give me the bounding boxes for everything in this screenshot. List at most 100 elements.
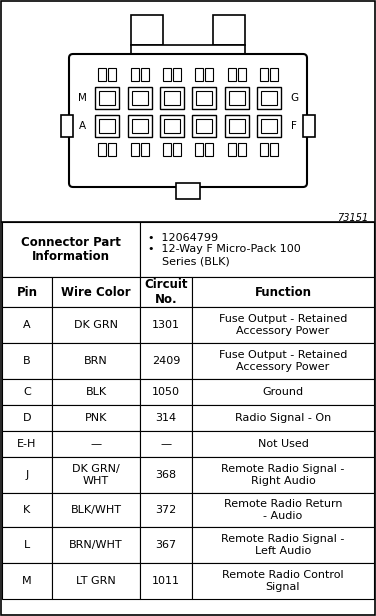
Bar — [192, 457, 374, 493]
Bar — [224, 115, 249, 137]
Bar — [257, 87, 281, 109]
Bar — [164, 91, 180, 105]
Text: 372: 372 — [155, 505, 177, 515]
Bar — [140, 493, 192, 527]
Bar — [52, 379, 140, 405]
Bar — [164, 119, 180, 133]
Bar — [257, 115, 281, 137]
Bar — [140, 343, 192, 379]
Text: PNK: PNK — [85, 413, 107, 423]
Bar — [52, 563, 140, 599]
Bar — [98, 143, 106, 156]
Bar — [108, 68, 116, 81]
Bar — [192, 431, 374, 457]
Bar — [130, 68, 138, 81]
Bar — [192, 563, 374, 599]
Text: 314: 314 — [155, 413, 177, 423]
Bar — [2, 405, 52, 431]
Text: D: D — [23, 413, 31, 423]
Text: BRN: BRN — [84, 356, 108, 366]
Bar — [99, 119, 115, 133]
Bar — [141, 68, 149, 81]
Text: BRN/WHT: BRN/WHT — [69, 540, 123, 550]
Text: Pin: Pin — [17, 285, 38, 299]
Bar — [173, 68, 181, 81]
Bar — [270, 68, 278, 81]
Text: C: C — [23, 387, 31, 397]
Bar — [140, 527, 192, 563]
Text: 368: 368 — [155, 470, 177, 480]
Text: L: L — [24, 540, 30, 550]
Bar — [127, 115, 152, 137]
Text: F: F — [291, 121, 297, 131]
Bar — [52, 343, 140, 379]
Bar — [213, 15, 245, 45]
Text: A: A — [79, 121, 86, 131]
Text: DK GRN/
WHT: DK GRN/ WHT — [72, 464, 120, 486]
Text: E-H: E-H — [17, 439, 37, 449]
Bar — [108, 143, 116, 156]
Bar — [227, 143, 235, 156]
Text: LT GRN: LT GRN — [76, 576, 116, 586]
Bar — [141, 143, 149, 156]
Bar — [205, 68, 213, 81]
Text: 73151: 73151 — [337, 213, 368, 223]
Bar — [192, 343, 374, 379]
Bar — [260, 68, 268, 81]
Text: Function: Function — [255, 285, 311, 299]
Bar — [173, 143, 181, 156]
Bar — [140, 563, 192, 599]
Bar — [238, 68, 246, 81]
Bar — [163, 143, 171, 156]
Bar — [140, 405, 192, 431]
Bar — [52, 277, 140, 307]
Text: K: K — [23, 505, 30, 515]
Bar — [261, 91, 277, 105]
Bar — [195, 68, 203, 81]
Text: BLK/WHT: BLK/WHT — [71, 505, 121, 515]
Text: 1050: 1050 — [152, 387, 180, 397]
Bar — [2, 457, 52, 493]
Bar — [195, 143, 203, 156]
Text: G: G — [290, 93, 298, 103]
Bar — [192, 115, 216, 137]
Bar — [229, 119, 244, 133]
Text: Remote Radio Return
- Audio: Remote Radio Return - Audio — [224, 499, 342, 521]
Bar — [140, 222, 374, 277]
Text: Radio Signal - On: Radio Signal - On — [235, 413, 331, 423]
Bar — [140, 379, 192, 405]
Text: Wire Color: Wire Color — [61, 285, 131, 299]
FancyBboxPatch shape — [69, 54, 307, 187]
Text: —: — — [91, 439, 102, 449]
Bar — [260, 143, 268, 156]
Bar — [227, 68, 235, 81]
Bar — [52, 493, 140, 527]
Bar — [2, 222, 140, 277]
Text: B: B — [23, 356, 31, 366]
Bar — [52, 307, 140, 343]
Bar — [2, 343, 52, 379]
Bar — [95, 115, 119, 137]
Bar — [52, 431, 140, 457]
Bar — [224, 87, 249, 109]
Text: Connector Part
Information: Connector Part Information — [21, 235, 121, 264]
Bar — [2, 431, 52, 457]
Text: 367: 367 — [155, 540, 177, 550]
Bar — [192, 527, 374, 563]
Text: 1011: 1011 — [152, 576, 180, 586]
Bar — [131, 45, 245, 60]
Bar — [192, 277, 374, 307]
Bar — [140, 307, 192, 343]
Bar — [130, 143, 138, 156]
Bar — [140, 431, 192, 457]
Bar — [176, 183, 200, 199]
Text: Ground: Ground — [262, 387, 303, 397]
Text: •  12064799
•  12-Way F Micro-Pack 100
    Series (BLK): • 12064799 • 12-Way F Micro-Pack 100 Ser… — [148, 233, 301, 266]
Bar — [2, 563, 52, 599]
Bar — [132, 91, 147, 105]
Text: Remote Radio Signal -
Left Audio: Remote Radio Signal - Left Audio — [221, 534, 345, 556]
Bar — [163, 68, 171, 81]
Bar — [192, 379, 374, 405]
Bar — [140, 457, 192, 493]
Text: M: M — [77, 93, 86, 103]
